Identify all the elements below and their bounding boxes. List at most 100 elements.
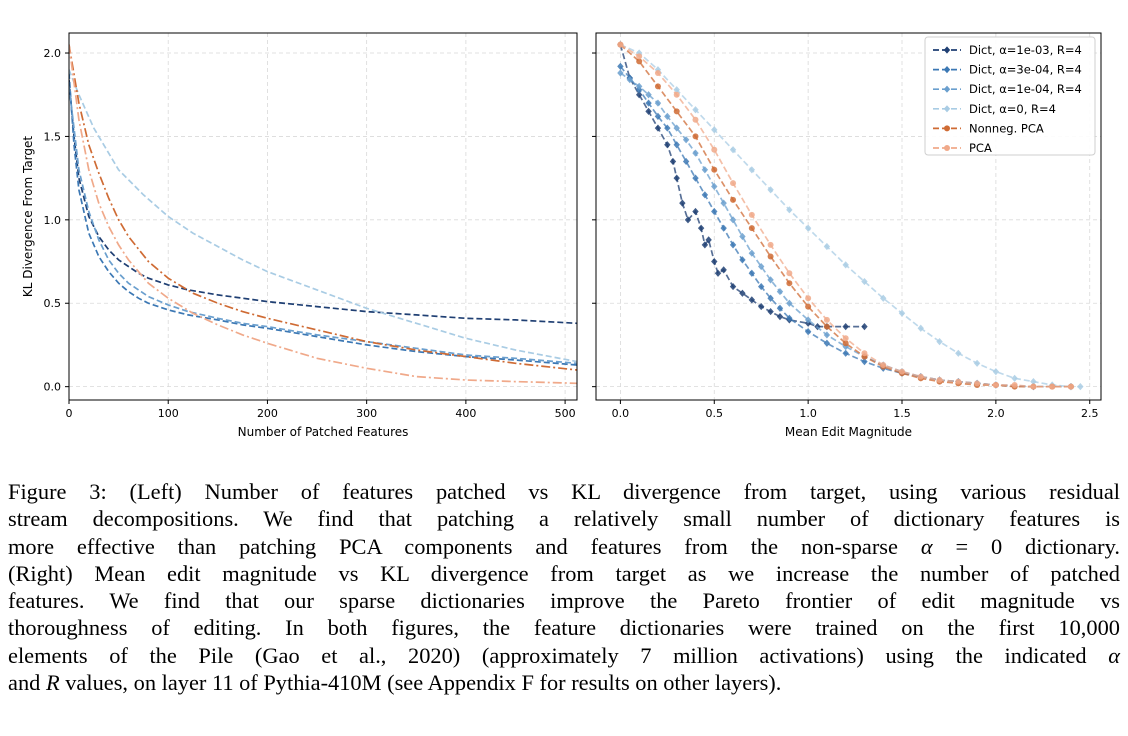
data-point xyxy=(917,373,924,380)
data-point xyxy=(664,124,671,132)
caption-math: α xyxy=(920,533,933,559)
data-point xyxy=(701,166,709,174)
data-point xyxy=(767,186,774,194)
x-tick-label: 0.0 xyxy=(612,407,630,420)
data-point xyxy=(682,136,690,144)
data-point xyxy=(804,224,812,232)
data-point xyxy=(767,294,774,302)
data-point xyxy=(635,91,643,99)
caption-line: and R values, on layer 11 of Pythia-410M… xyxy=(8,669,1120,696)
data-point xyxy=(729,241,737,249)
x-tick-label: 0.5 xyxy=(706,407,724,420)
data-point xyxy=(823,323,830,330)
data-point xyxy=(992,368,1000,376)
caption-text: values, on layer 11 of Pythia-410M (see … xyxy=(59,670,782,696)
legend-item-nonneg-pca: Nonneg. PCA xyxy=(933,121,1044,135)
data-point xyxy=(936,338,943,346)
legend-item-dict-0-r-4: Dict, α=0, R=4 xyxy=(933,102,1056,116)
data-point xyxy=(692,106,699,114)
data-point xyxy=(767,253,774,260)
data-point xyxy=(673,91,680,98)
legend-label: PCA xyxy=(969,141,992,155)
caption-text: (Right) Mean edit magnitude vs KL diverg… xyxy=(8,560,1120,586)
data-point xyxy=(748,166,756,174)
data-point xyxy=(636,58,643,65)
caption-line: more effective than patching PCA compone… xyxy=(8,533,1120,560)
data-point xyxy=(635,82,643,90)
left-chart-panel: 0 100 200 300 400 500 0.0 0.5 1.0 1.5 2.0 Number of… xyxy=(21,32,578,439)
caption-line: stream decompositions. We find that patc… xyxy=(8,505,1120,532)
data-point xyxy=(805,303,812,310)
data-point xyxy=(697,224,705,232)
x-axis-label: Number of Patched Features xyxy=(238,425,409,439)
data-point xyxy=(776,304,784,312)
data-point xyxy=(739,289,746,297)
legend-label: Dict, α=1e-04, R=4 xyxy=(969,82,1082,96)
data-point xyxy=(1067,383,1074,390)
data-point xyxy=(974,380,981,387)
data-point xyxy=(720,199,727,207)
data-point xyxy=(748,225,755,232)
legend-item-dict-1e-04-r-4: Dict, α=1e-04, R=4 xyxy=(933,82,1082,96)
plot-frame xyxy=(68,32,578,401)
data-point xyxy=(992,381,999,388)
data-point xyxy=(720,224,727,232)
data-point xyxy=(654,99,662,107)
data-point xyxy=(758,282,765,291)
data-point xyxy=(776,312,784,321)
legend-label: Dict, α=1e-03, R=4 xyxy=(969,43,1082,57)
data-point xyxy=(767,276,774,284)
data-point xyxy=(654,112,662,121)
caption-text: and xyxy=(8,670,46,696)
data-point xyxy=(711,182,718,191)
legend-marker xyxy=(943,105,951,113)
data-point xyxy=(645,107,652,116)
x-tick-label: 2.0 xyxy=(987,407,1005,420)
data-point xyxy=(692,133,699,140)
data-point xyxy=(842,343,849,351)
data-point xyxy=(701,191,709,199)
data-point xyxy=(1030,383,1037,390)
data-point xyxy=(673,108,680,115)
data-point xyxy=(636,53,643,60)
data-point xyxy=(758,262,765,271)
data-point xyxy=(673,174,680,182)
x-tick-label: 100 xyxy=(158,407,179,420)
legend-frame xyxy=(924,36,1096,156)
data-point xyxy=(786,206,793,214)
x-tick-label: 0 xyxy=(66,407,73,420)
x-tick-label: 1.0 xyxy=(799,407,817,420)
data-point xyxy=(684,216,692,224)
y-axis-label: KL Divergence From Target xyxy=(21,136,35,298)
data-point xyxy=(880,361,887,368)
figure-caption: Figure 3: (Left) Number of features patc… xyxy=(8,478,1120,696)
data-point xyxy=(635,49,643,57)
caption-text: Figure 3: (Left) Number of features patc… xyxy=(8,479,1120,504)
data-point xyxy=(617,62,624,70)
legend-marker xyxy=(943,85,951,93)
series-line-dict-1e-04-r-4 xyxy=(619,72,1071,388)
data-point xyxy=(711,146,718,153)
data-point xyxy=(786,314,793,322)
caption-line: thoroughness of editing. In both figures… xyxy=(8,614,1120,641)
data-point xyxy=(654,70,661,77)
grid xyxy=(68,33,577,400)
data-point xyxy=(767,307,774,316)
series-group xyxy=(69,44,577,385)
data-point xyxy=(804,328,812,336)
data-point xyxy=(669,157,677,166)
series-line-dict-1e-04-r-4 xyxy=(69,86,577,365)
data-point xyxy=(739,256,746,264)
series-line-dict-3e-04-r-4 xyxy=(69,72,577,366)
data-point xyxy=(842,340,849,347)
data-point xyxy=(692,207,699,216)
data-point xyxy=(748,296,756,304)
data-point xyxy=(955,378,962,385)
data-point xyxy=(748,211,755,218)
data-point xyxy=(730,180,737,187)
data-point xyxy=(823,316,830,323)
data-point xyxy=(692,149,699,157)
data-point xyxy=(673,124,680,132)
x-axis-label: Mean Edit Magnitude xyxy=(785,425,912,439)
data-point xyxy=(664,141,671,149)
